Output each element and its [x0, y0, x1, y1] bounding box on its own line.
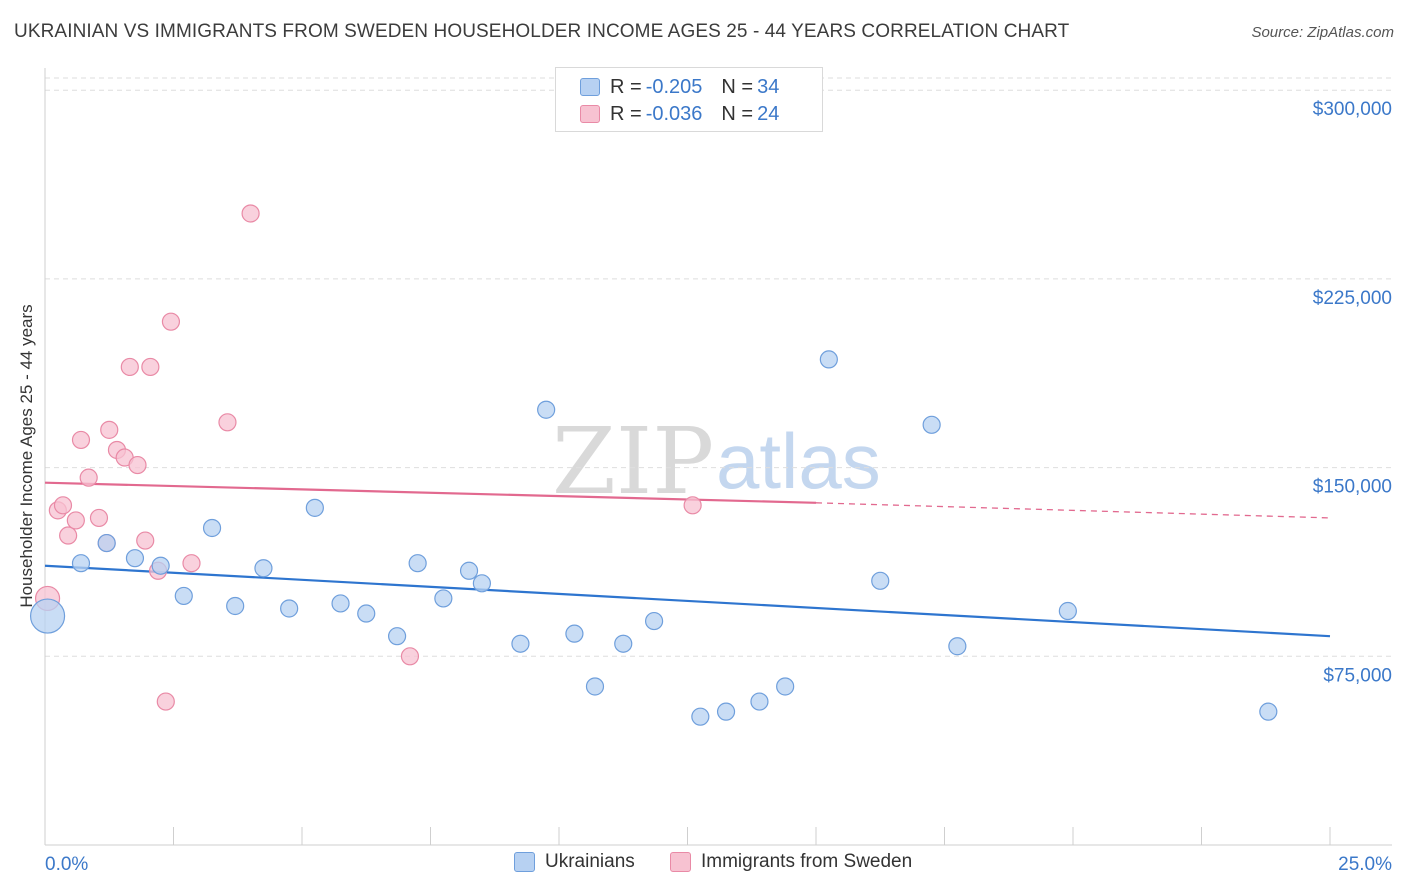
- data-point-ukrainians: [1058, 601, 1077, 621]
- series-legend: Ukrainians Immigrants from Sweden: [0, 851, 1406, 877]
- legend-n-label: N =: [721, 102, 754, 125]
- data-point-ukrainians: [511, 634, 530, 653]
- y-tick-label: $150,000: [1313, 477, 1392, 498]
- data-point-ukrainians: [459, 561, 479, 580]
- legend-row-sweden: R = -0.036 N = 24: [580, 101, 779, 127]
- legend-r-label: R =: [610, 75, 642, 98]
- legend-label-ukrainians: Ukrainians: [545, 851, 635, 872]
- data-point-sweden: [683, 496, 702, 515]
- data-point-sweden: [241, 204, 260, 223]
- data-point-ukrainians: [1259, 702, 1278, 721]
- data-point-ukrainians: [357, 604, 376, 623]
- legend-swatch-pink: [670, 852, 691, 872]
- gridlines: [45, 77, 1392, 657]
- data-point-sweden: [136, 531, 155, 550]
- data-point-ukrainians: [305, 498, 324, 517]
- x-tick-label: 25.0%: [1338, 854, 1392, 875]
- data-point-ukrainians: [871, 571, 890, 590]
- y-tick-label: $75,000: [1323, 665, 1392, 686]
- data-point-ukrainians: [280, 599, 299, 618]
- data-point-sweden: [53, 496, 73, 515]
- x-tick-labels: 0.0% 25.0%: [45, 854, 1392, 875]
- legend-swatch-blue: [580, 78, 600, 96]
- data-point-ukrainians: [202, 518, 222, 538]
- data-point-sweden: [100, 420, 119, 439]
- data-point-ukrainians: [29, 598, 66, 634]
- data-point-sweden: [120, 357, 139, 377]
- data-point-sweden: [66, 511, 85, 530]
- watermark: ZIP atlas: [552, 408, 881, 515]
- legend-r-value: -0.036: [645, 102, 703, 125]
- data-point-sweden: [161, 312, 181, 331]
- data-point-sweden: [182, 554, 201, 573]
- data-point-ukrainians: [97, 533, 116, 553]
- data-points: [29, 204, 1278, 726]
- data-point-ukrainians: [408, 554, 427, 573]
- legend-r-label: R =: [610, 102, 642, 125]
- legend-item-ukrainians[interactable]: Ukrainians: [514, 851, 635, 873]
- data-point-ukrainians: [922, 415, 941, 434]
- data-point-ukrainians: [776, 677, 795, 696]
- data-point-ukrainians: [174, 586, 193, 606]
- data-point-sweden: [79, 468, 98, 487]
- source-label: Source: ZipAtlas.com: [1251, 24, 1394, 41]
- data-point-ukrainians: [151, 556, 170, 575]
- y-tick-labels: $75,000 $150,000 $225,000 $300,000: [1313, 99, 1392, 686]
- data-point-ukrainians: [948, 637, 967, 656]
- data-point-sweden: [141, 357, 160, 377]
- data-point-sweden: [400, 647, 420, 666]
- chart-title: UKRAINIAN VS IMMIGRANTS FROM SWEDEN HOUS…: [14, 21, 1070, 42]
- legend-swatch-pink: [580, 105, 600, 123]
- legend-label-sweden: Immigrants from Sweden: [701, 851, 913, 872]
- data-point-ukrainians: [434, 589, 453, 608]
- data-point-ukrainians: [472, 574, 491, 593]
- data-point-ukrainians: [125, 549, 145, 568]
- data-point-ukrainians: [565, 624, 584, 643]
- legend-r-value: -0.205: [645, 75, 703, 98]
- data-point-ukrainians: [387, 627, 407, 646]
- data-point-ukrainians: [691, 707, 710, 726]
- y-tick-label: $300,000: [1313, 99, 1392, 120]
- legend-n-value: 34: [757, 75, 780, 98]
- data-point-ukrainians: [585, 677, 605, 696]
- legend-swatch-blue: [514, 852, 535, 872]
- data-point-ukrainians: [750, 692, 769, 711]
- legend-n-label: N =: [721, 75, 754, 98]
- data-point-ukrainians: [644, 611, 664, 631]
- data-point-ukrainians: [226, 596, 245, 616]
- data-point-ukrainians: [71, 554, 91, 573]
- x-tick-label: 0.0%: [45, 854, 88, 875]
- data-point-ukrainians: [716, 702, 736, 721]
- trend-line-sweden-extension: [815, 502, 1331, 519]
- data-point-sweden: [71, 430, 91, 450]
- watermark-atlas: atlas: [716, 417, 881, 505]
- legend-item-sweden[interactable]: Immigrants from Sweden: [670, 851, 912, 873]
- data-point-ukrainians: [331, 594, 350, 613]
- trend-line-ukrainians: [44, 564, 1331, 638]
- data-point-ukrainians: [819, 350, 838, 369]
- data-point-ukrainians: [614, 634, 633, 653]
- legend-row-ukrainians: R = -0.205 N = 34: [580, 74, 779, 100]
- data-point-sweden: [128, 455, 147, 475]
- data-point-sweden: [156, 692, 175, 711]
- data-point-sweden: [218, 413, 237, 432]
- axes: [44, 68, 1392, 846]
- correlation-legend: R = -0.205 N = 34 R = -0.036 N = 24: [555, 67, 823, 132]
- data-point-sweden: [89, 508, 109, 528]
- data-point-ukrainians: [254, 559, 273, 578]
- y-tick-label: $225,000: [1313, 288, 1392, 309]
- data-point-sweden: [59, 526, 78, 545]
- legend-n-value: 24: [757, 102, 780, 125]
- data-point-ukrainians: [537, 400, 556, 419]
